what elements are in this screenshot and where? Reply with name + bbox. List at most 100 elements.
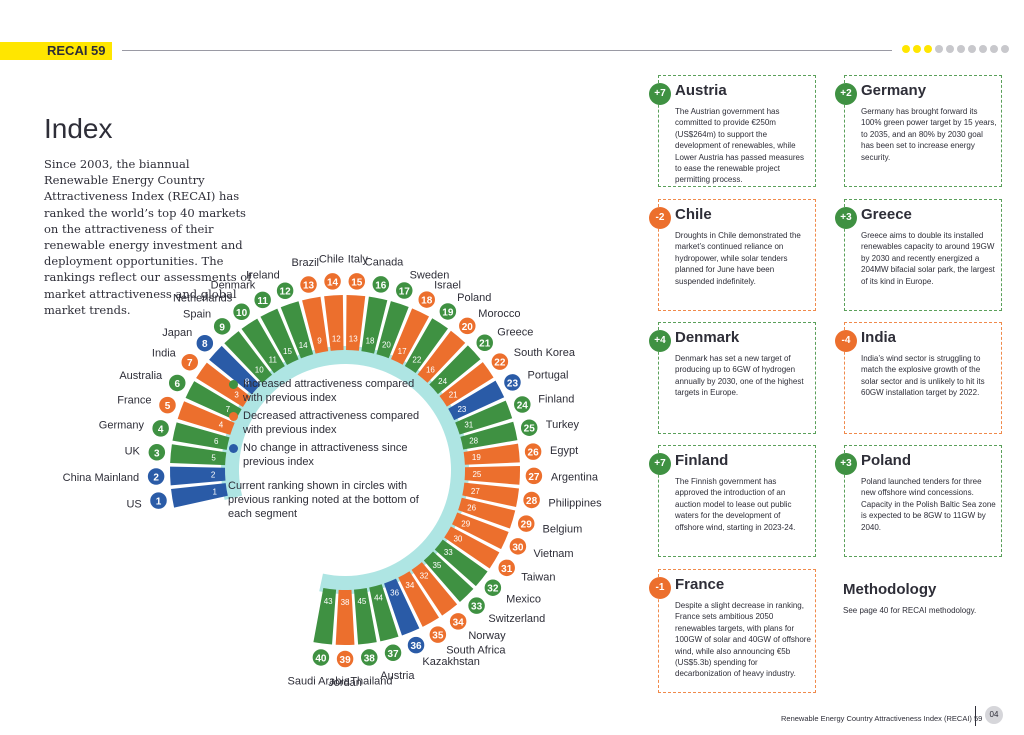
ranking-segment xyxy=(369,584,399,642)
ranking-segment xyxy=(448,380,505,421)
country-label: Saudi Arabia xyxy=(288,675,351,687)
card-title: India xyxy=(861,329,897,346)
change-badge: +7 xyxy=(649,453,671,475)
current-rank-circle xyxy=(457,316,478,336)
current-rank-circle xyxy=(490,351,510,372)
card-title: Germany xyxy=(861,82,927,99)
previous-rank-label: 43 xyxy=(324,597,333,606)
country-label: Belgium xyxy=(543,523,583,535)
current-rank-circle xyxy=(502,372,523,393)
current-rank-label: 1 xyxy=(156,497,162,508)
country-label: Morocco xyxy=(478,308,520,320)
country-label: Denmark xyxy=(211,280,256,292)
card-body: Greece aims to double its installed rene… xyxy=(861,231,995,286)
ranking-segment xyxy=(439,362,494,407)
current-rank-circle xyxy=(394,280,415,301)
current-rank-circle xyxy=(516,513,536,534)
legend-increased-label: Increased attractiveness compared with p… xyxy=(243,378,415,404)
previous-rank-label: 26 xyxy=(467,503,476,512)
current-rank-label: 26 xyxy=(528,448,540,459)
ranking-segment xyxy=(170,466,226,486)
country-label: Japan xyxy=(162,327,192,339)
change-badge: -2 xyxy=(649,207,671,229)
current-rank-label: 18 xyxy=(421,296,433,307)
country-label: Mexico xyxy=(506,593,541,605)
ranking-segment xyxy=(417,330,466,383)
current-rank-label: 34 xyxy=(453,617,465,628)
previous-rank-label: 34 xyxy=(405,581,414,590)
current-rank-label: 24 xyxy=(517,401,529,412)
current-rank-label: 9 xyxy=(219,322,225,333)
current-rank-circle xyxy=(416,289,437,310)
ranking-segment xyxy=(361,296,388,354)
previous-rank-label: 31 xyxy=(464,420,473,429)
ranking-segment xyxy=(224,331,273,384)
current-rank-circle xyxy=(167,373,187,393)
ranking-segment xyxy=(324,295,344,351)
previous-rank-label: 21 xyxy=(449,390,458,399)
footer-text: Renewable Energy Country Attractiveness … xyxy=(781,714,983,723)
ranking-segment xyxy=(185,381,242,421)
progress-dot xyxy=(935,45,943,53)
card-body: Droughts in Chile demonstrated the marke… xyxy=(675,231,801,286)
previous-rank-label: 2 xyxy=(211,471,216,480)
progress-dot xyxy=(979,45,987,53)
country-label: South Africa xyxy=(446,644,506,656)
current-rank-circle xyxy=(150,418,171,439)
current-rank-circle xyxy=(275,280,295,301)
card-title: Greece xyxy=(861,206,912,223)
current-rank-label: 19 xyxy=(442,307,454,318)
country-label: Chile xyxy=(319,253,344,265)
previous-rank-label: 6 xyxy=(214,437,219,446)
previous-rank-label: 45 xyxy=(357,597,366,606)
card-body: India’s wind sector is struggling to mat… xyxy=(861,354,985,398)
progress-dot xyxy=(924,45,932,53)
ranking-segment xyxy=(391,308,430,365)
change-badge: +3 xyxy=(835,207,857,229)
ranking-segment xyxy=(411,562,458,616)
previous-rank-label: 1 xyxy=(213,487,218,496)
current-rank-circle xyxy=(148,490,169,511)
previous-rank-label: 33 xyxy=(444,548,453,557)
current-rank-circle xyxy=(383,643,403,663)
change-badge: +4 xyxy=(649,330,671,352)
previous-rank-label: 32 xyxy=(420,572,429,581)
ranking-segment xyxy=(434,539,488,587)
change-badge: +2 xyxy=(835,83,857,105)
current-rank-label: 5 xyxy=(165,401,171,412)
card-title: France xyxy=(675,576,725,593)
previous-rank-label: 18 xyxy=(366,336,375,345)
current-rank-label: 33 xyxy=(471,602,483,613)
current-rank-label: 39 xyxy=(340,655,352,666)
legend-increased-dot xyxy=(229,380,238,389)
country-label: Norway xyxy=(468,630,506,642)
ranking-segment xyxy=(404,318,448,373)
chart-legend: Increased attractiveness compared with p… xyxy=(228,377,428,521)
previous-rank-label: 35 xyxy=(432,561,441,570)
card-greece: +3 Greece Greece aims to double its inst… xyxy=(835,199,1002,311)
legend-decreased-dot xyxy=(229,412,238,421)
ranking-segment xyxy=(460,421,518,450)
previous-rank-label: 15 xyxy=(283,347,292,356)
current-rank-label: 17 xyxy=(399,287,411,298)
country-label: Germany xyxy=(99,420,145,432)
intro-paragraph: Since 2003, the biannual Renewable Energ… xyxy=(44,157,252,317)
country-label: UK xyxy=(125,446,141,458)
country-label: Vietnam xyxy=(533,548,573,560)
current-rank-circle xyxy=(521,490,542,510)
previous-rank-label: 27 xyxy=(471,487,480,496)
ranking-segment xyxy=(172,422,230,450)
legend-nochange-dot xyxy=(229,444,238,453)
country-label: India xyxy=(152,348,177,360)
card-chile: -2 Chile Droughts in Chile demonstrated … xyxy=(649,199,816,311)
previous-rank-label: 30 xyxy=(453,534,462,543)
card-india: -4 India India’s wind sector is struggli… xyxy=(835,322,1002,434)
current-rank-label: 11 xyxy=(257,296,268,307)
progress-dot xyxy=(913,45,921,53)
ranking-segment xyxy=(423,551,474,602)
current-rank-label: 14 xyxy=(327,277,339,288)
current-rank-circle xyxy=(359,647,380,668)
card-finland: +7 Finland The Finnish government has ap… xyxy=(649,445,816,557)
